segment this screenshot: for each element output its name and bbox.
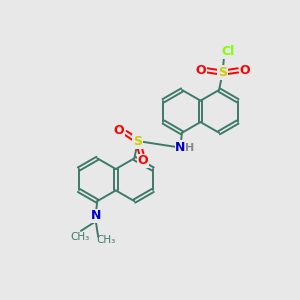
Text: O: O (195, 64, 206, 77)
Text: N: N (91, 209, 101, 223)
Text: N: N (175, 141, 186, 154)
Text: CH₃: CH₃ (71, 232, 90, 242)
Text: S: S (218, 66, 227, 79)
Text: O: O (239, 64, 250, 77)
Text: O: O (138, 154, 148, 167)
Text: O: O (114, 124, 124, 137)
Text: Cl: Cl (221, 45, 234, 58)
Text: S: S (134, 135, 142, 148)
Text: H: H (185, 142, 195, 153)
Text: CH₃: CH₃ (96, 236, 115, 245)
